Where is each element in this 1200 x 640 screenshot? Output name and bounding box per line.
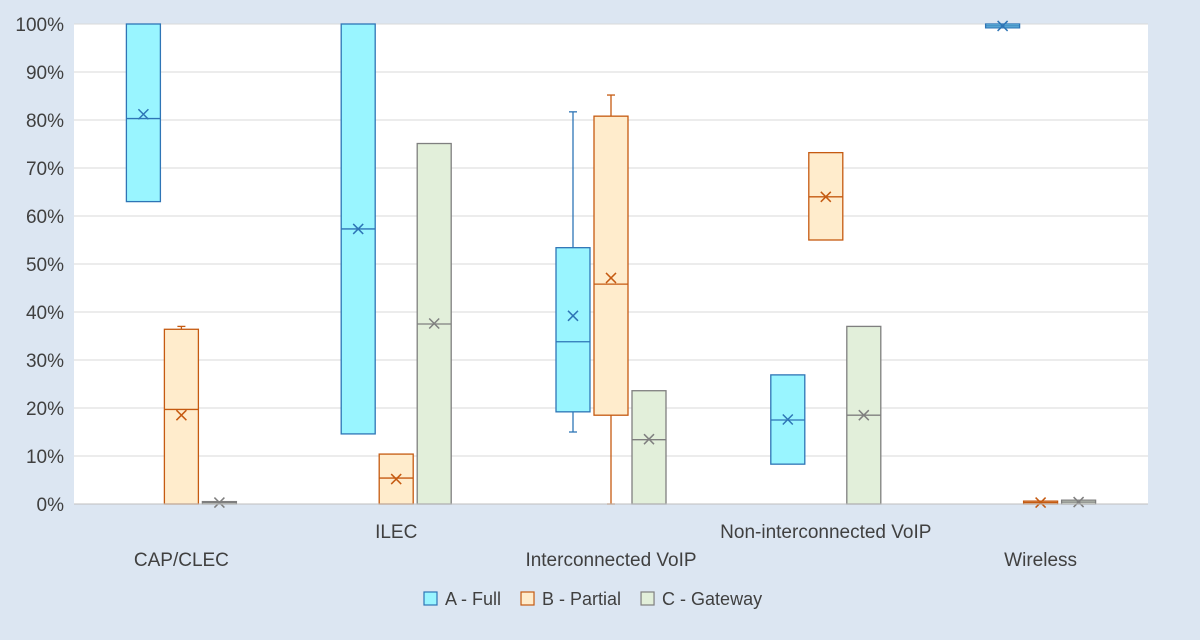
x-category-label: Wireless xyxy=(1004,550,1077,571)
y-tick-label: 90% xyxy=(26,63,64,84)
y-tick-label: 10% xyxy=(26,447,64,468)
x-category-label: ILEC xyxy=(375,522,417,543)
x-category-label: Non-interconnected VoIP xyxy=(720,522,931,543)
box-1-0 xyxy=(163,325,200,505)
legend-swatch xyxy=(520,591,535,606)
box-iqr xyxy=(125,23,162,203)
legend: A - Full B - Partial C - Gateway xyxy=(423,589,762,609)
box-iqr xyxy=(163,328,200,505)
box-0-3 xyxy=(770,374,806,465)
y-tick-label: 50% xyxy=(26,255,64,276)
box-iqr xyxy=(593,115,629,416)
x-category-label: Interconnected VoIP xyxy=(525,550,696,571)
y-tick-label: 70% xyxy=(26,159,64,180)
mean-marker xyxy=(213,497,225,509)
box-1-2 xyxy=(593,94,629,505)
box-series xyxy=(125,20,1097,509)
box-2-1 xyxy=(416,142,452,505)
mean-marker xyxy=(605,272,617,284)
x-category-label: CAP/CLEC xyxy=(134,550,229,571)
legend-swatch xyxy=(640,591,655,606)
mean-marker xyxy=(390,473,402,485)
y-tick-label: 60% xyxy=(26,207,64,228)
box-1-3 xyxy=(808,151,844,241)
y-tick-label: 0% xyxy=(37,495,65,516)
mean-marker xyxy=(997,20,1009,32)
box-iqr xyxy=(631,390,667,505)
mean-marker xyxy=(820,191,832,203)
y-tick-label: 20% xyxy=(26,399,64,420)
mean-marker xyxy=(175,409,187,421)
legend-swatch xyxy=(423,591,438,606)
mean-marker xyxy=(782,413,794,426)
y-tick-label: 30% xyxy=(26,351,64,372)
box-0-0 xyxy=(125,23,162,203)
y-axis: 0% 10% 20% 30% 40% 50% 60% 70% 80% 90% 100% xyxy=(15,15,64,516)
y-tick-label: 40% xyxy=(26,303,64,324)
x-axis: CAP/CLEC ILEC Interconnected VoIP Non-inter… xyxy=(74,503,1148,571)
y-tick-label: 80% xyxy=(26,111,64,132)
y-tick-label: 100% xyxy=(15,15,64,36)
mean-marker xyxy=(137,108,149,120)
mean-marker xyxy=(1035,497,1047,509)
box-iqr xyxy=(555,247,591,413)
legend-label: C - Gateway xyxy=(662,589,762,609)
legend-label: A - Full xyxy=(445,589,501,609)
box-2-2 xyxy=(631,390,667,505)
box-2-3 xyxy=(846,325,882,505)
mean-marker xyxy=(643,433,655,445)
box-0-4 xyxy=(984,20,1021,32)
mean-marker xyxy=(567,310,579,322)
mean-marker xyxy=(1073,496,1085,508)
mean-marker xyxy=(428,317,440,330)
mean-marker xyxy=(858,409,870,421)
box-1-1 xyxy=(378,453,414,505)
box-0-2 xyxy=(555,111,591,433)
legend-label: B - Partial xyxy=(542,589,621,609)
mean-marker xyxy=(352,223,364,235)
box-0-1 xyxy=(340,23,376,435)
